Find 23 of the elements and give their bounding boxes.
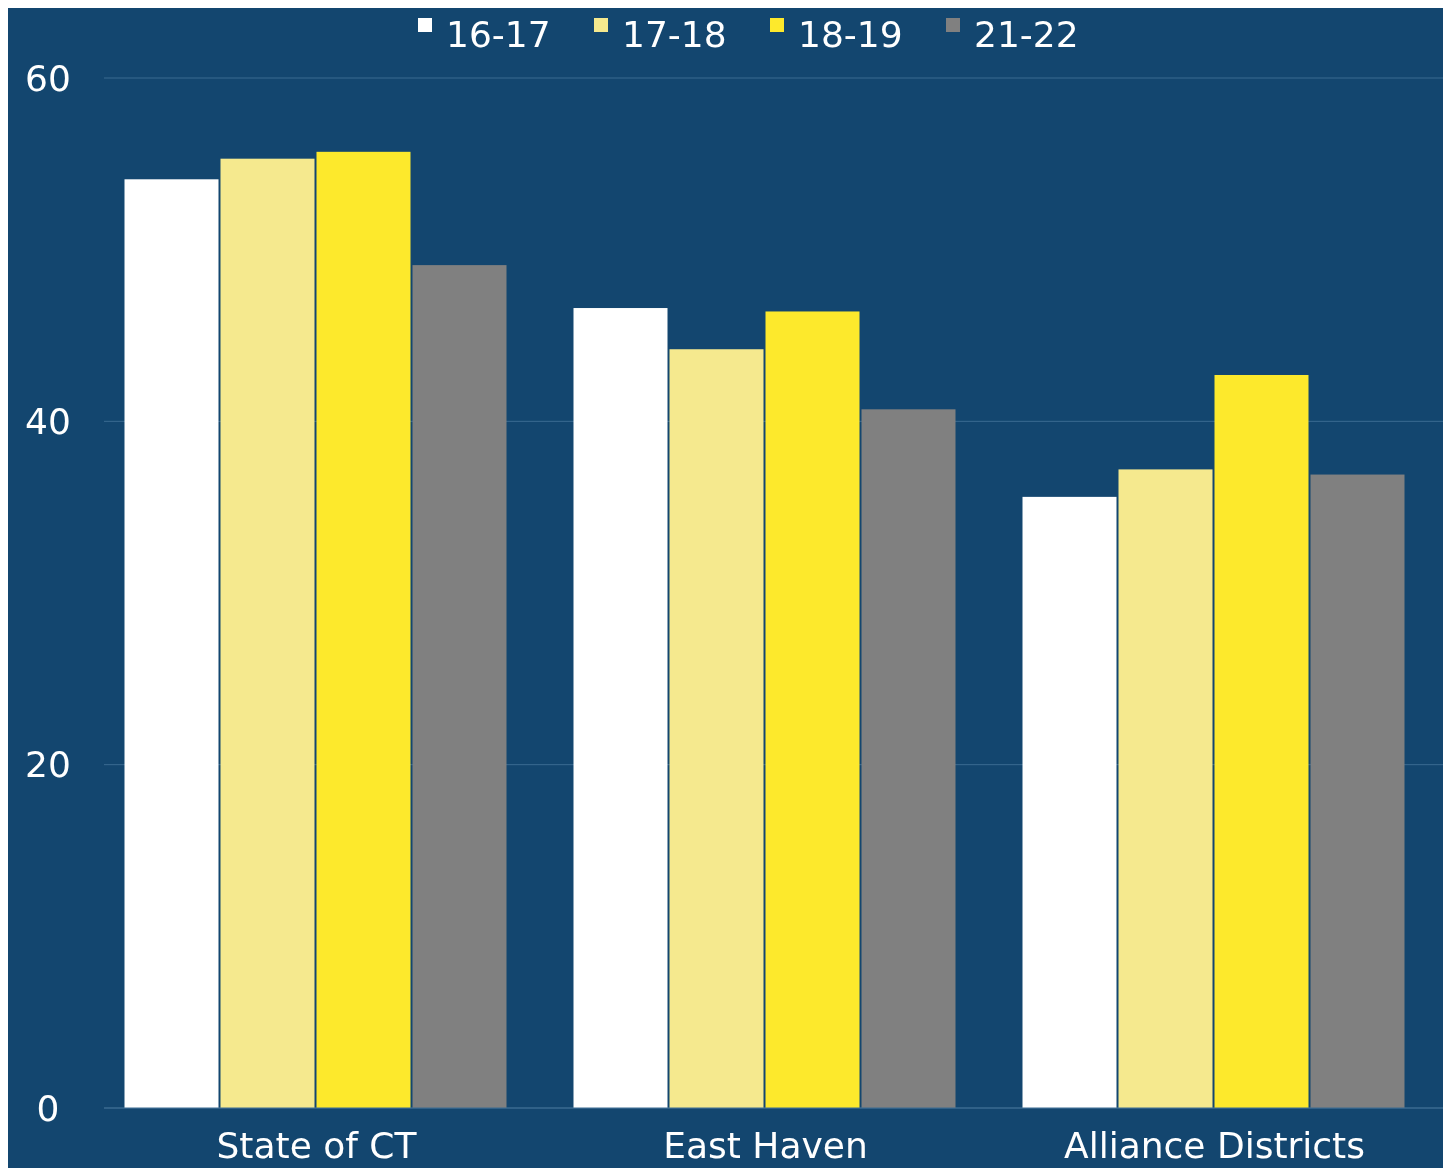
bar — [1022, 496, 1117, 1108]
legend-label: 16-17 — [446, 13, 551, 55]
bar — [316, 151, 411, 1108]
y-tick-label: 40 — [25, 400, 71, 442]
bar — [124, 179, 219, 1108]
bar — [1118, 469, 1213, 1108]
legend-label: 18-19 — [798, 13, 903, 55]
x-tick-label: East Haven — [663, 1125, 868, 1166]
x-tick-label: State of CT — [216, 1125, 418, 1166]
bar — [220, 158, 315, 1108]
legend-label: 17-18 — [622, 13, 727, 55]
bar — [1214, 374, 1309, 1108]
bar — [669, 349, 764, 1108]
bar — [765, 311, 860, 1108]
bar — [573, 308, 668, 1108]
bar — [412, 265, 507, 1108]
bar — [861, 409, 956, 1108]
y-tick-label: 60 — [25, 57, 71, 99]
bar — [1310, 474, 1405, 1108]
y-tick-label: 20 — [25, 744, 71, 786]
y-tick-label: 0 — [36, 1087, 60, 1129]
legend-label: 21-22 — [974, 13, 1079, 55]
x-tick-label: Alliance Districts — [1064, 1125, 1365, 1166]
